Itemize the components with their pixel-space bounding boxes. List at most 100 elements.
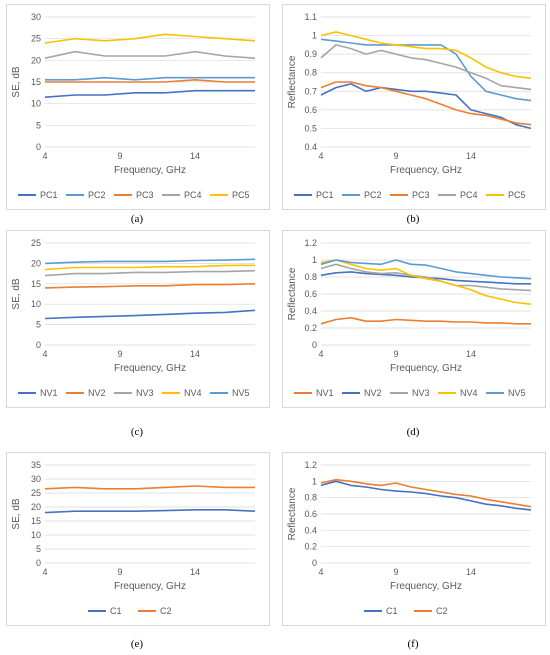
legend-label-nv3: NV3 [412,388,430,398]
series-line-nv2 [44,283,256,289]
x-tick-label: 9 [117,151,122,161]
y-tick-label: 15 [31,516,41,526]
y-tick-label: 1 [312,255,317,265]
y-tick-label: 0.5 [304,123,317,133]
chart-svg: 0 5 10 15 20 25 30 35 4 9 14 Frequency, GHz SE, dB C1… [11,460,256,616]
series-line-pc2 [320,38,532,102]
chart-svg: 0 0.2 0.4 0.6 0.8 1 1.2 4 9 14 Frequency, GHz Refle… [287,460,532,616]
legend-label-pc3: PC3 [412,190,430,200]
y-tick-label: 0.6 [304,105,317,115]
y-tick-label: 20 [31,55,41,65]
chart-panel-d: 0 0.2 0.4 0.6 0.8 1 1.2 4 9 14 Frequency, GHz Refle… [282,230,546,408]
y-tick-label: 30 [31,12,41,22]
series-line-nv4 [44,264,255,271]
y-axis-label: Reflectance [287,267,298,320]
y-tick-label: 1 [312,31,317,41]
legend-label-pc1: PC1 [316,190,334,200]
x-axis-label: Frequency, GHz [114,363,186,374]
y-tick-label: 1 [312,476,317,486]
legend-label-c1: C1 [386,606,398,616]
y-tick-label: 10 [31,99,41,109]
y-tick-label: 0 [36,142,41,152]
x-tick-label: 9 [393,567,398,577]
y-tick-label: 0.8 [304,272,317,282]
y-tick-label: 30 [31,474,41,484]
y-tick-label: 0.6 [304,509,317,519]
x-tick-label: 14 [466,349,476,359]
caption-f: (f) [407,638,419,650]
legend-label-nv1: NV1 [316,388,334,398]
legend-label-nv4: NV4 [184,388,202,398]
series-line-pc4 [320,44,532,91]
chart-panel-a: 0 5 10 15 20 25 30 4 9 14 Frequency, GHz SE, dB PC1 P… [6,4,270,210]
y-axis-label: Reflectance [287,487,298,540]
series-line-nv3 [44,269,256,277]
caption-e: (e) [130,638,144,650]
legend-label-c1: C1 [110,606,122,616]
y-tick-label: 0.2 [304,323,317,333]
series-line-pc4 [44,50,256,59]
y-tick-label: 0.2 [304,542,317,552]
y-tick-label: 0.7 [304,86,317,96]
x-axis-label: Frequency, GHz [114,165,186,176]
series-line-c2 [320,478,532,508]
x-tick-label: 9 [393,151,398,161]
y-tick-label: 0.8 [304,68,317,78]
series-line-pc2 [45,76,255,81]
y-tick-label: 1.2 [304,238,317,248]
caption-b: (b) [406,213,420,225]
x-tick-label: 4 [318,349,323,359]
legend-label-c2: C2 [436,606,448,616]
x-axis-label: Frequency, GHz [390,363,462,374]
y-tick-label: 5 [36,120,41,130]
y-axis-label: SE, dB [11,66,22,97]
x-tick-label: 14 [190,349,200,359]
x-tick-label: 4 [42,151,47,161]
y-tick-label: 35 [31,460,41,470]
chart-panel-e: 0 5 10 15 20 25 30 35 4 9 14 Frequency, GHz SE, dB C1… [6,452,270,626]
y-tick-label: 0.4 [304,142,317,152]
y-tick-label: 25 [31,34,41,44]
series-line-c1 [320,480,532,511]
x-tick-label: 14 [190,567,200,577]
chart-svg: 0 5 10 15 20 25 30 4 9 14 Frequency, GHz SE, dB PC1 P… [11,12,256,200]
y-tick-label: 0.9 [304,49,317,59]
legend-label-pc5: PC5 [232,190,250,200]
series-line-c1 [44,508,256,514]
legend-label-pc5: PC5 [508,190,526,200]
y-tick-label: 0 [312,558,317,568]
x-tick-label: 14 [190,151,200,161]
x-tick-label: 4 [42,349,47,359]
x-tick-label: 4 [318,151,323,161]
chart-svg: 0.4 0.5 0.6 0.7 0.8 0.9 1 1.1 4 9 14 Frequency, GHz… [287,12,532,200]
legend-label-nv1: NV1 [40,388,58,398]
x-tick-label: 14 [466,151,476,161]
y-tick-label: 15 [31,279,41,289]
series-line-nv5 [44,258,256,265]
legend-label-nv2: NV2 [364,388,382,398]
chart-panel-f: 0 0.2 0.4 0.6 0.8 1 1.2 4 9 14 Frequency, GHz Refle… [282,452,546,626]
x-axis-label: Frequency, GHz [390,581,462,592]
caption-d: (d) [406,426,420,438]
y-tick-label: 5 [36,320,41,330]
x-tick-label: 9 [117,349,122,359]
chart-svg: 0 0.2 0.4 0.6 0.8 1 1.2 4 9 14 Frequency, GHz Refle… [287,238,532,398]
x-axis-label: Frequency, GHz [390,165,462,176]
y-tick-label: 0 [312,340,317,350]
legend-label-nv2: NV2 [88,388,106,398]
legend-label-pc1: PC1 [40,190,58,200]
y-tick-label: 0 [36,340,41,350]
series-line-nv4 [320,259,532,305]
y-tick-label: 0.6 [304,289,317,299]
y-tick-label: 20 [31,258,41,268]
y-axis-label: Reflectance [287,55,298,108]
y-axis-label: SE, dB [11,278,22,309]
y-tick-label: 10 [31,299,41,309]
legend-label-nv3: NV3 [136,388,154,398]
legend-label-pc2: PC2 [88,190,106,200]
y-tick-label: 25 [31,488,41,498]
series-line-nv3 [320,263,532,292]
chart-panel-c: 0 5 10 15 20 25 4 9 14 Frequency, GHz SE, dB NV1 NV2… [6,230,270,408]
y-axis-label: SE, dB [11,498,22,529]
series-line-nv1 [320,317,531,325]
